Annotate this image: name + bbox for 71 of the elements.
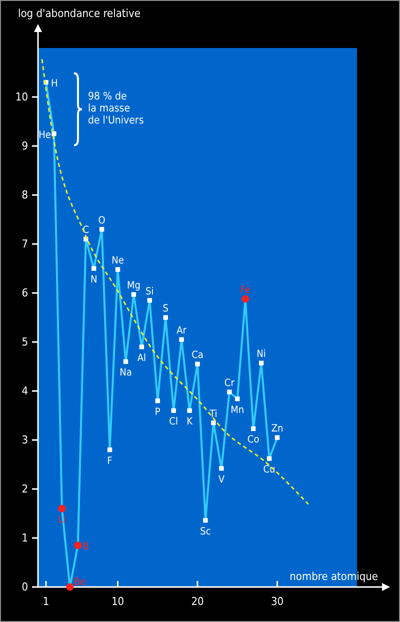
data-label: Zn (271, 424, 284, 435)
point (187, 408, 192, 413)
point (195, 362, 200, 366)
data-label: Ar (176, 326, 187, 337)
x-tick-label: 10 (111, 594, 124, 608)
point (203, 518, 208, 523)
point (147, 298, 152, 303)
y-tick-label: 8 (22, 188, 28, 202)
x-tick-label: 30 (270, 594, 284, 608)
y-tick-label: 2 (22, 482, 28, 496)
data-label: Cu (263, 464, 276, 476)
point (91, 266, 96, 271)
data-label: Cl (169, 416, 178, 428)
point (266, 456, 272, 461)
data-label: He (38, 130, 52, 141)
data-label: V (218, 474, 226, 486)
point (274, 435, 280, 440)
point (52, 131, 56, 136)
y-tick-label: 6 (22, 286, 28, 300)
data-label: S (162, 304, 169, 314)
data-label: Ca (192, 350, 204, 362)
data-label: K (186, 416, 194, 428)
y-tick-label: 1 (22, 532, 28, 545)
y-tick-label: 0 (22, 580, 28, 594)
data-label: Ne (112, 255, 124, 266)
point (123, 359, 128, 364)
data-label: Fe (240, 284, 251, 296)
point (99, 226, 104, 232)
point (219, 466, 224, 471)
point (131, 292, 136, 297)
point (107, 447, 112, 452)
data-label: Sc (200, 526, 211, 538)
point (163, 315, 168, 320)
y-tick-label: 7 (22, 238, 28, 251)
data-label: Li (58, 514, 66, 526)
point (179, 337, 184, 342)
data-label: H (50, 78, 58, 90)
data-label: Mg (126, 280, 140, 292)
data-label: Be (74, 577, 86, 588)
data-label: Na (120, 368, 132, 379)
annotation: 98 % de la masse de l'Univers (88, 90, 144, 126)
y-tick-label: 3 (22, 434, 28, 447)
point (171, 408, 176, 413)
point (115, 267, 120, 272)
y-axis-title: log d'abondance relative (18, 7, 141, 20)
data-label: Ni (256, 349, 266, 360)
data-label: Mn (230, 404, 244, 416)
data-label: F (107, 456, 112, 467)
point (139, 344, 144, 350)
y-tick-label: 9 (22, 140, 28, 153)
line-series (41, 58, 310, 505)
point (227, 390, 232, 394)
data-label: N (90, 274, 98, 286)
data-label: Ti (208, 408, 218, 420)
point (250, 426, 256, 432)
data-label: B (82, 541, 90, 552)
data-label: P (154, 406, 161, 418)
data-label: O (98, 215, 106, 226)
point (211, 420, 216, 426)
data-label: Cr (224, 378, 235, 389)
y-tick-label: 5 (22, 336, 28, 349)
data-label: Al (137, 352, 146, 364)
data-label: Co (247, 434, 260, 446)
point (155, 398, 160, 404)
x-tick-label: 1 (42, 594, 50, 608)
data-label: Si (146, 286, 154, 298)
y-tick-label: 4 (22, 384, 28, 398)
point (235, 396, 240, 402)
x-tick-label: 20 (191, 594, 204, 608)
y-tick-label: 10 (15, 90, 28, 104)
point (258, 360, 264, 366)
